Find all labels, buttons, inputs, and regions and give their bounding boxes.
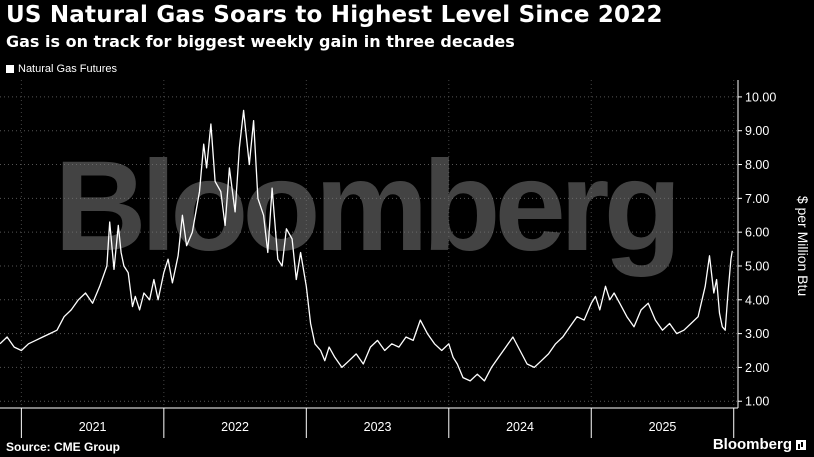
y-tick-label: 10.00 [745,90,776,104]
y-tick-label: 4.00 [745,293,769,307]
chart-subtitle: Gas is on track for biggest weekly gain … [6,32,515,51]
y-axis: 1.00 2.00 3.00 4.00 5.00 6.00 7.00 8.00 9.00 10.0… [737,80,776,409]
legend: Natural Gas Futures [6,63,117,75]
x-axis: 2021 2022 2023 2024 2025 [0,407,738,438]
y-tick-label: 2.00 [745,361,769,375]
brand-text: Bloomberg [712,436,792,453]
source-note: Source: CME Group [6,440,121,454]
bloomberg-logo: Bloomberg [713,436,806,453]
y-tick-label: 6.00 [745,226,769,240]
series-line-natural-gas-futures [0,109,733,382]
gridlines [0,80,738,408]
y-axis-title: $ per Million Btu [795,196,811,296]
y-tick-label: 5.00 [745,259,769,273]
bloomberg-watermark: Bloomberg [54,135,676,278]
x-tick-label: 2022 [221,420,249,434]
x-tick-label: 2023 [364,420,392,434]
y-tick-label: 9.00 [745,124,769,138]
legend-label: Natural Gas Futures [18,63,118,75]
y-tick-label: 1.00 [745,395,769,409]
x-tick-label: 2021 [79,420,107,434]
y-tick-label: 3.00 [745,327,769,341]
legend-swatch [6,65,14,73]
x-tick-label: 2024 [506,420,534,434]
y-tick-label: 8.00 [745,158,769,172]
bar-chart-icon [796,439,806,450]
x-tick-label: 2025 [649,420,677,434]
chart-title: US Natural Gas Soars to Highest Level Si… [6,2,663,28]
y-tick-label: 7.00 [745,192,769,206]
